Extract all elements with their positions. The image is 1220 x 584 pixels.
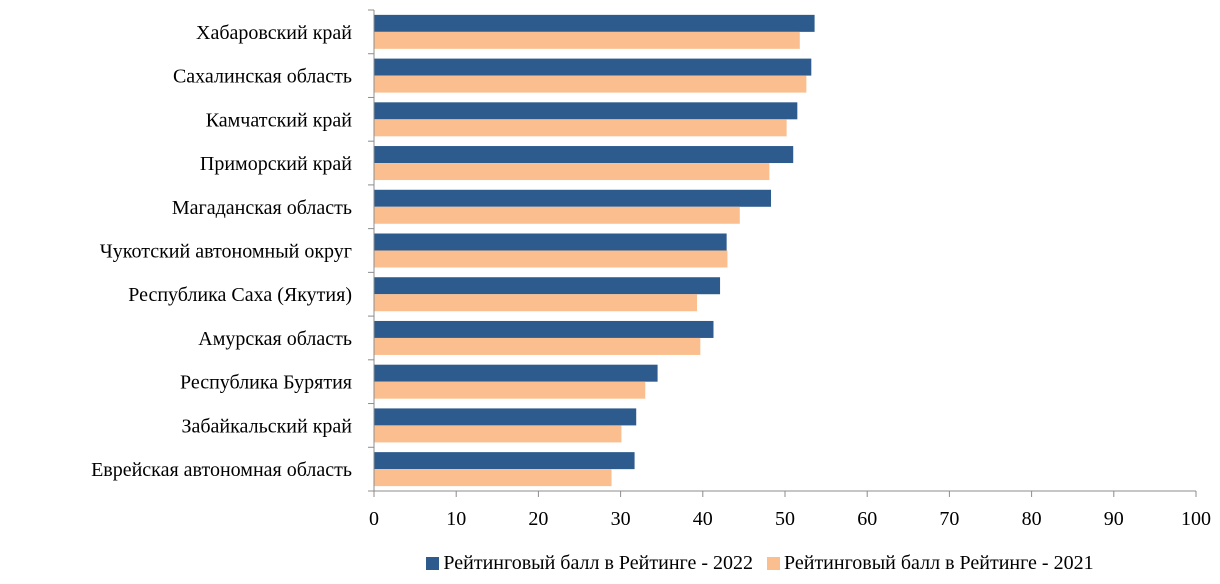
bar-2022-10 (374, 452, 635, 470)
category-labels: Хабаровский край Сахалинская область Камча… (91, 22, 352, 481)
bar-2021-7 (374, 337, 701, 355)
legend-item-2021: Рейтинговый балл в Рейтинге - 2021 (767, 552, 1094, 575)
bar-2021-1 (374, 75, 807, 93)
x-tick-label-7: 70 (939, 508, 959, 530)
bar-2022-9 (374, 408, 637, 426)
bar-2022-4 (374, 189, 772, 207)
bar-2022-5 (374, 233, 727, 251)
x-tick-label-8: 80 (1022, 508, 1042, 530)
bar-2021-0 (374, 31, 800, 49)
legend-label-2022: Рейтинговый балл в Рейтинге - 2022 (443, 551, 753, 574)
x-tick-label-10: 100 (1181, 508, 1211, 530)
bar-2021-6 (374, 294, 698, 312)
axes: 0 10 20 30 40 50 60 70 80 90 100 (368, 9, 1211, 530)
bars-group (374, 14, 815, 487)
bar-2022-0 (374, 14, 815, 32)
legend-item-2022: Рейтинговый балл в Рейтинге - 2022 (426, 552, 753, 575)
bar-2021-9 (374, 425, 622, 443)
x-tick-label-1: 10 (446, 508, 466, 530)
bar-2022-1 (374, 58, 812, 76)
bar-2021-3 (374, 163, 770, 181)
category-label-8: Республика Бурятия (180, 372, 352, 394)
legend-swatch-2021 (767, 556, 780, 570)
x-tick-label-6: 60 (857, 508, 877, 530)
category-label-4: Магаданская область (172, 197, 352, 219)
bar-2021-10 (374, 469, 612, 487)
category-label-10: Еврейская автономная область (91, 459, 352, 481)
bar-2021-8 (374, 381, 646, 399)
category-label-2: Камчатский край (206, 109, 353, 131)
category-label-0: Хабаровский край (196, 22, 352, 44)
category-label-3: Приморский край (200, 153, 352, 175)
legend: Рейтинговый балл в Рейтинге - 2022 Рейти… (0, 548, 1220, 578)
bar-2021-4 (374, 206, 740, 224)
bar-2022-7 (374, 320, 714, 338)
bar-2022-8 (374, 364, 658, 382)
legend-swatch-2022 (426, 556, 440, 570)
category-label-9: Забайкальский край (181, 415, 352, 437)
x-tick-label-5: 50 (775, 508, 795, 530)
x-tick-label-4: 40 (693, 508, 713, 530)
x-tick-label-2: 20 (528, 508, 548, 530)
bar-2022-3 (374, 146, 794, 164)
bar-2021-2 (374, 119, 787, 137)
bar-2022-2 (374, 102, 798, 120)
category-label-5: Чукотский автономный округ (100, 241, 352, 263)
x-tick-label-0: 0 (369, 508, 379, 530)
bar-2022-6 (374, 277, 721, 295)
category-label-6: Республика Саха (Якутия) (128, 284, 352, 306)
category-label-1: Сахалинская область (173, 66, 352, 88)
category-label-7: Амурская область (198, 328, 352, 350)
x-tick-label-3: 30 (611, 508, 631, 530)
bar-2021-5 (374, 250, 728, 268)
x-tick-label-9: 90 (1104, 508, 1124, 530)
legend-label-2021: Рейтинговый балл в Рейтинге - 2021 (784, 551, 1094, 574)
